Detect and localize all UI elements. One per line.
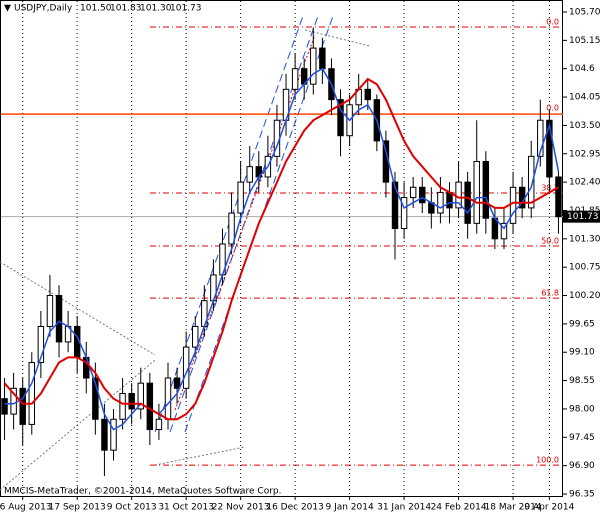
x-tick-label: 17 Sep 2013: [49, 503, 106, 513]
copyright: MMCIS-MetaTrader, ©2001-2014, MetaQuotes…: [4, 487, 281, 497]
candle-body: [146, 382, 154, 431]
candle-body: [464, 181, 471, 224]
candle-body: [319, 47, 326, 70]
candle-body: [137, 382, 144, 410]
header-value: 101.30: [140, 4, 172, 14]
candle-body: [246, 166, 253, 183]
header-value: 101.83: [110, 4, 142, 14]
candle-body: [237, 181, 244, 214]
candle-body: [46, 295, 54, 327]
x-tick-label: 9 Oct 2013: [107, 503, 157, 513]
y-tick-label: 99.10: [569, 348, 595, 358]
trend-line: [154, 446, 246, 466]
x-tick-label: 9 Apr 2014: [524, 503, 574, 513]
candle-body: [400, 197, 408, 230]
header-value: 101.50: [80, 4, 112, 14]
y-tick-label: 101.30: [569, 234, 600, 244]
x-tick-label: 9 Jan 2014: [325, 503, 373, 513]
x-tick-label: 26 Aug 2013: [0, 503, 52, 513]
candle-body: [337, 99, 344, 137]
trend-line: [304, 29, 371, 47]
moving-average: [3, 77, 559, 421]
candle-body: [473, 160, 480, 224]
candle-body: [119, 392, 126, 420]
candle-body: [527, 155, 535, 209]
candle-body: [555, 176, 562, 218]
y-tick-label: 104.05: [569, 93, 600, 103]
candle-body: [28, 362, 36, 425]
candle-body: [155, 418, 163, 431]
candle-body: [310, 47, 317, 85]
candle-body: [1, 398, 8, 415]
y-tick-label: 96.35: [569, 490, 595, 500]
x-tick-label: 31 Oct 2013: [158, 503, 214, 513]
fib-label: 50.0: [541, 237, 559, 246]
candle-body: [37, 325, 45, 364]
y-tick-label: 105.70: [569, 8, 600, 18]
y-tick-label: 100.75: [569, 263, 600, 273]
header-value: 101.73: [170, 4, 202, 14]
x-tick-label: 22 Nov 2013: [212, 503, 270, 513]
y-tick-label: 96.90: [569, 461, 595, 471]
fib-label: 100.0: [536, 456, 559, 465]
plot-frame: [0, 0, 563, 497]
y-tick-label: 100.20: [569, 291, 600, 301]
candle-body: [173, 377, 181, 389]
symbol-marker: ▼: [4, 4, 11, 14]
candle-body: [446, 191, 453, 209]
x-tick-label: 24 Feb 2014: [431, 503, 487, 513]
candle-body: [546, 119, 553, 178]
candle-body: [409, 186, 417, 199]
candle-body: [437, 191, 444, 214]
candle-body: [128, 392, 135, 410]
fib-label: 61.8: [541, 289, 559, 298]
candle-body: [509, 186, 517, 224]
candle-body: [164, 377, 172, 420]
candle-body: [537, 119, 544, 157]
candle-body: [500, 222, 508, 240]
y-tick-label: 104.6: [569, 64, 595, 74]
y-tick-label: 105.15: [569, 36, 600, 46]
symbol: USDJPY,Daily: [14, 4, 73, 14]
hline-label: 0.0: [546, 104, 559, 113]
y-tick-label: 102.95: [569, 149, 600, 159]
last-price-box: [563, 210, 600, 223]
candle-body: [419, 186, 426, 204]
candle-body: [192, 325, 199, 348]
candle-body: [364, 88, 371, 101]
candle-body: [228, 212, 235, 245]
candle-body: [291, 68, 299, 90]
fib-label: 38.2: [541, 183, 559, 192]
x-tick-label: 18 Mar 2014: [485, 503, 542, 513]
x-tick-label: 31 Jan 2014: [377, 503, 431, 513]
fib-trend: [174, 34, 316, 411]
y-tick-label: 97.45: [569, 433, 595, 443]
y-tick-label: 102.40: [569, 178, 600, 188]
x-tick-label: 16 Dec 2013: [266, 503, 324, 513]
y-tick-label: 103.50: [569, 121, 600, 131]
fib-label: 0.0: [546, 17, 559, 26]
candle-body: [391, 181, 399, 230]
candle-body: [110, 418, 117, 451]
candle-body: [101, 418, 108, 451]
y-tick-label: 99.65: [569, 319, 595, 329]
y-tick-label: 98.00: [569, 404, 595, 414]
candle-body: [55, 295, 63, 343]
y-tick-label: 98.55: [569, 376, 595, 386]
candle-body: [482, 160, 490, 219]
moving-average: [4, 67, 560, 431]
last-price-label: 101.73: [567, 212, 599, 222]
candle-body: [92, 377, 99, 420]
candle-body: [10, 387, 17, 415]
candle-body: [19, 387, 26, 425]
